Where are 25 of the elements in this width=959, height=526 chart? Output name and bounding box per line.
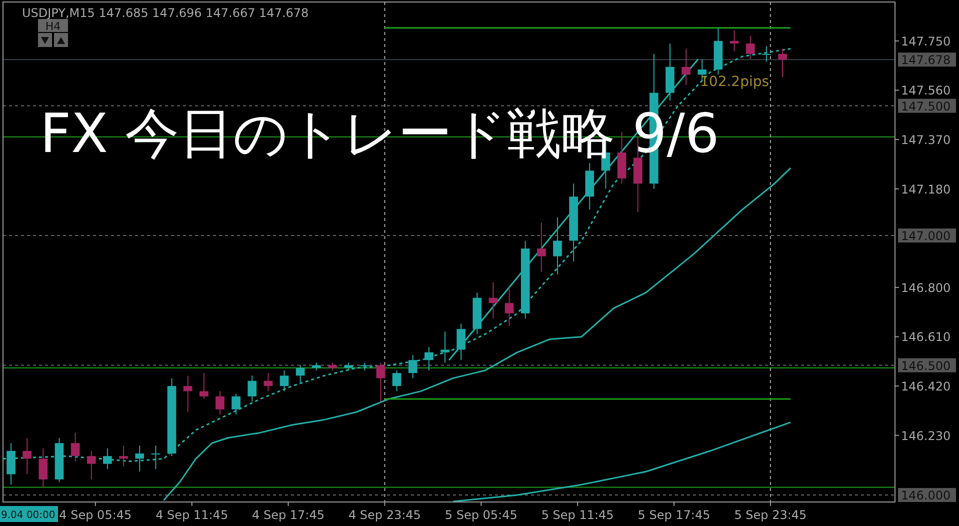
y-tick-label: 146.230: [901, 428, 951, 443]
x-tick-label: 5 Sep 23:45: [734, 508, 807, 522]
ref-line-label: 146.500: [901, 358, 951, 373]
x-tick-label: 5 Sep 11:45: [541, 508, 614, 522]
x-tick-label: 4 Sep 17:45: [252, 508, 325, 522]
y-tick-label: 147.750: [901, 34, 951, 48]
x-tick-label: 4 Sep 23:45: [348, 508, 421, 522]
y-tick-label: 147.370: [901, 133, 951, 148]
y-tick-label: 147.560: [901, 84, 951, 98]
ref-line-label: 147.000: [901, 229, 951, 244]
y-tick-label: 147.180: [901, 182, 951, 196]
x-tick-label: 4 Sep 05:45: [59, 508, 132, 522]
y-tick-label: 146.800: [901, 280, 951, 295]
y-tick-label: 146.610: [901, 330, 951, 344]
ref-line-label: 147.678: [901, 53, 951, 68]
x-tick-label: 5 Sep 05:45: [444, 508, 518, 522]
annotation: USDJPY,M15 147.685 147.696 147.667 147.678: [22, 6, 309, 20]
annotation: 102.2pips: [700, 74, 770, 90]
x-tick-label: 4 Sep 11:45: [156, 508, 228, 522]
annotation: H4: [45, 20, 61, 33]
text: 9.04 00:00: [1, 510, 56, 521]
ref-line-label: 147.500: [901, 99, 951, 114]
y-tick-label: 146.420: [901, 380, 951, 394]
x-tick-label: 5 Sep 17:45: [638, 508, 710, 522]
ref-line-label: 146.000: [901, 488, 951, 502]
